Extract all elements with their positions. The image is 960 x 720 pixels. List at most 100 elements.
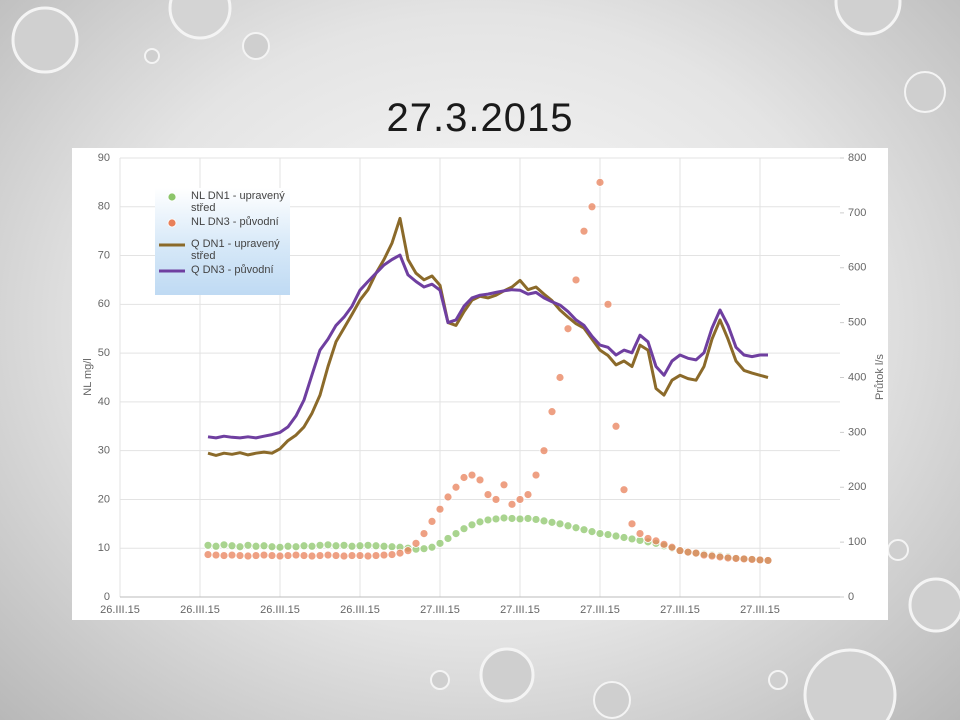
y-tick-label: 60 — [98, 298, 110, 310]
point — [339, 551, 349, 561]
point — [251, 541, 261, 551]
drop — [834, 0, 902, 36]
point — [379, 550, 389, 560]
point — [611, 531, 621, 541]
legend-label: Q DN3 - původní — [191, 264, 274, 276]
x-tick-label: 27.III.15 — [740, 604, 780, 616]
x-tick-label: 26.III.15 — [100, 604, 140, 616]
point — [371, 541, 381, 551]
point — [659, 539, 669, 549]
point — [707, 551, 717, 561]
point — [475, 475, 485, 485]
point — [219, 551, 229, 560]
slide-title: 27.3.2015 — [386, 96, 574, 140]
drop — [430, 670, 450, 690]
drop — [768, 670, 788, 690]
point — [635, 529, 645, 538]
point — [299, 551, 309, 560]
y-tick-label: 10 — [98, 542, 110, 554]
point — [515, 514, 525, 524]
drop — [887, 539, 909, 561]
point — [227, 541, 237, 551]
y-tick-label: 0 — [104, 591, 110, 603]
legend-label: Q DN1 - upravený střed — [191, 238, 280, 262]
point — [203, 540, 213, 550]
y-tick-label: 90 — [98, 152, 110, 164]
point — [315, 540, 325, 550]
point — [547, 517, 557, 527]
point — [603, 530, 613, 539]
point — [291, 542, 301, 552]
point — [483, 515, 493, 525]
point — [467, 470, 477, 480]
legend-label: NL DN3 - původní — [191, 216, 279, 228]
point — [371, 551, 381, 560]
y-tick-label: 70 — [98, 249, 110, 261]
point — [427, 542, 437, 552]
point — [507, 499, 517, 509]
point — [307, 551, 317, 561]
y2-tick-label: 300 — [848, 426, 866, 438]
point — [443, 534, 453, 543]
drop — [593, 681, 631, 719]
point — [555, 373, 565, 382]
point — [491, 495, 501, 504]
legend-entry: Q DN1 - upravený střed — [155, 238, 290, 262]
point — [419, 544, 429, 554]
point — [539, 516, 549, 526]
legend-swatch — [167, 192, 177, 202]
point — [731, 554, 741, 563]
point — [451, 482, 461, 492]
point — [235, 542, 245, 552]
drop — [242, 32, 270, 60]
line — [207, 253, 768, 440]
point — [507, 514, 517, 523]
point — [563, 324, 573, 334]
point — [595, 529, 605, 538]
point — [387, 550, 397, 559]
point — [307, 541, 317, 551]
y-tick-label: 80 — [98, 201, 110, 213]
point — [475, 517, 485, 527]
legend-marker — [167, 218, 177, 228]
point — [427, 516, 437, 526]
drop — [11, 6, 79, 74]
point — [387, 542, 397, 552]
y2-tick-label: 100 — [848, 536, 866, 548]
point — [283, 551, 293, 560]
legend-entry: Q DN3 - původní — [155, 264, 290, 276]
point — [563, 521, 573, 531]
point — [667, 542, 677, 552]
y2-tick-label: 200 — [848, 481, 866, 493]
point — [699, 550, 709, 560]
point — [355, 541, 365, 551]
point — [211, 550, 221, 560]
x-tick-label: 27.III.15 — [660, 604, 700, 616]
y-axis-title: NL mg/l — [82, 358, 94, 396]
point — [275, 551, 285, 561]
legend-entry: NL DN3 - původní — [155, 216, 290, 228]
point — [347, 541, 357, 551]
point — [499, 480, 509, 490]
point — [331, 541, 341, 551]
point — [347, 551, 357, 560]
point — [499, 513, 509, 523]
point — [483, 490, 493, 499]
point — [331, 551, 341, 560]
point — [251, 551, 261, 560]
drop — [168, 0, 232, 40]
point — [459, 524, 469, 534]
point — [291, 550, 301, 560]
point — [363, 551, 373, 561]
point — [587, 202, 597, 212]
point — [267, 542, 277, 552]
point — [587, 527, 597, 537]
y-tick-label: 30 — [98, 445, 110, 457]
point — [419, 529, 429, 538]
point — [491, 514, 501, 524]
point — [547, 407, 557, 417]
point — [227, 550, 237, 560]
point — [363, 540, 373, 550]
point — [395, 548, 405, 558]
